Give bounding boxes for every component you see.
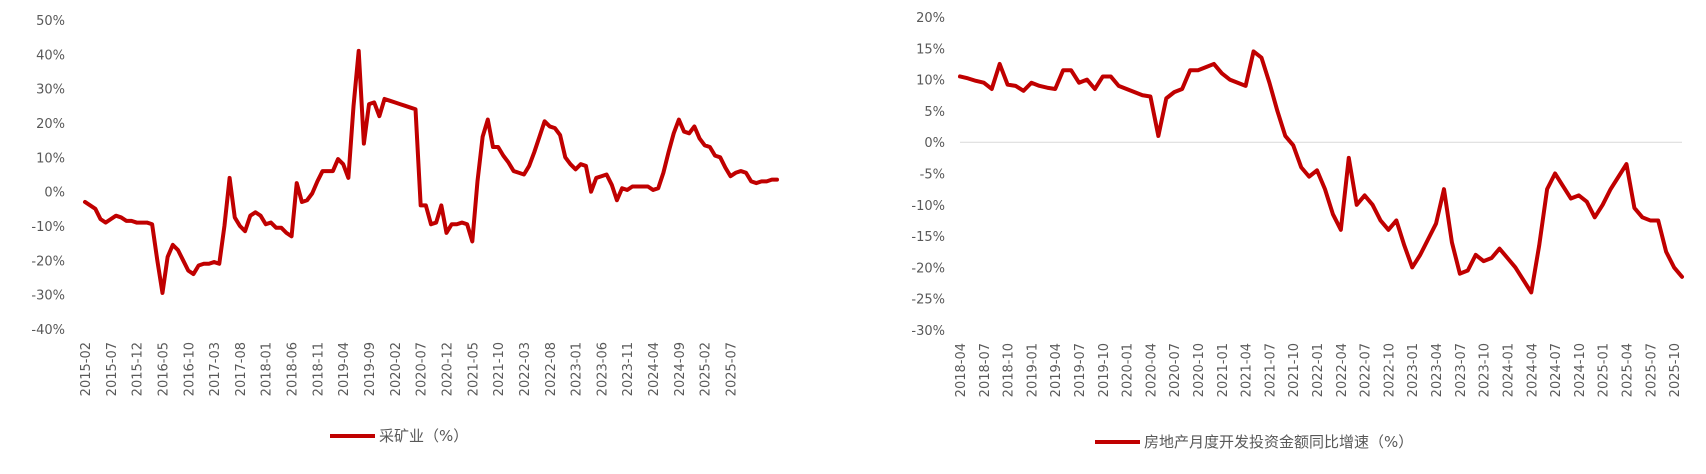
x-tick-label: 2022-08 (544, 342, 559, 396)
y-tick-label: 10% (36, 151, 65, 166)
x-tick-label: 2020-07 (1168, 343, 1183, 397)
x-tick-label: 2016-10 (182, 342, 197, 396)
y-tick-label: 10% (916, 74, 945, 89)
x-tick-label: 2019-01 (1025, 343, 1040, 397)
series-line (958, 49, 1684, 295)
x-tick-label: 2023-10 (1478, 343, 1493, 397)
y-tick-label: -10% (31, 220, 65, 235)
x-tick-label: 2019-10 (1097, 343, 1112, 397)
x-tick-label: 2023-01 (1406, 343, 1421, 397)
x-tick-label: 2024-09 (673, 342, 688, 396)
y-tick-label: -30% (31, 289, 65, 304)
y-tick-label: 15% (916, 42, 945, 57)
legend-label: 采矿业（%） (379, 427, 468, 445)
x-tick-label: 2021-10 (1287, 343, 1302, 397)
x-tick-label: 2021-07 (1263, 343, 1278, 397)
y-tick-label: -5% (920, 168, 945, 183)
y-tick-label: -30% (911, 324, 945, 339)
x-tick-label: 2022-07 (1359, 343, 1374, 397)
y-tick-label: 20% (916, 11, 945, 26)
x-tick-label: 2021-01 (1216, 343, 1231, 397)
y-tick-label: -20% (911, 261, 945, 276)
x-tick-label: 2015-12 (131, 342, 146, 396)
x-tick-label: 2020-07 (415, 342, 430, 396)
y-tick-label: -20% (31, 254, 65, 269)
x-tick-label: 2019-09 (363, 342, 378, 396)
x-tick-label: 2024-04 (1525, 343, 1540, 397)
y-tick-label: 5% (924, 105, 945, 120)
x-tick-label: 2020-04 (1144, 343, 1159, 397)
x-tick-label: 2023-04 (1430, 343, 1445, 397)
x-tick-label: 2018-06 (286, 342, 301, 396)
x-tick-label: 2023-07 (1454, 343, 1469, 397)
x-tick-label: 2017-03 (208, 342, 223, 396)
x-tick-label: 2024-04 (647, 342, 662, 396)
x-tick-label: 2022-10 (1382, 343, 1397, 397)
y-tick-label: -25% (911, 293, 945, 308)
x-tick-label: 2015-02 (79, 342, 94, 396)
x-tick-label: 2016-05 (156, 342, 171, 396)
x-tick-label: 2019-07 (1073, 343, 1088, 397)
x-tick-label: 2021-05 (466, 342, 481, 396)
x-tick-label: 2018-04 (954, 343, 969, 397)
x-tick-label: 2023-11 (621, 342, 636, 396)
y-tick-label: 0% (44, 186, 65, 201)
x-tick-label: 2023-06 (595, 342, 610, 396)
x-tick-label: 2021-04 (1240, 343, 1255, 397)
x-tick-label: 2018-07 (978, 343, 993, 397)
x-tick-label: 2017-08 (234, 342, 249, 396)
x-tick-label: 2025-01 (1597, 343, 1612, 397)
y-tick-label: 30% (36, 83, 65, 98)
x-tick-label: 2024-07 (1549, 343, 1564, 397)
chart-mining: 50% 40% 30% 20% 10% 0% -10% -20% -30% -40% 2015-02… (31, 14, 779, 445)
x-tick-label: 2023-01 (570, 342, 585, 396)
x-tick-label: 2025-02 (699, 342, 714, 396)
x-tick-label: 2025-04 (1620, 343, 1635, 397)
x-tick-label: 2022-03 (518, 342, 533, 396)
x-tick-label: 2025-07 (1644, 343, 1659, 397)
x-tick-label: 2018-10 (1002, 343, 1017, 397)
x-tick-label: 2020-02 (389, 342, 404, 396)
chart-real-estate: 20% 15% 10% 5% 0% -5% -10% -15% -20% -25% -30% 2018… (911, 11, 1684, 451)
x-tick-label: 2025-07 (725, 342, 740, 396)
x-tick-label: 2025-10 (1668, 343, 1683, 397)
legend-label: 房地产月度开发投资金额同比增速（%） (1144, 433, 1413, 451)
x-tick-label: 2024-10 (1573, 343, 1588, 397)
x-tick-label: 2020-10 (1192, 343, 1207, 397)
y-tick-label: -15% (911, 230, 945, 245)
x-tick-label: 2015-07 (105, 342, 120, 396)
x-tick-label: 2021-10 (492, 342, 507, 396)
series-line (83, 48, 779, 295)
x-tick-label: 2022-04 (1335, 343, 1350, 397)
y-tick-label: -10% (911, 199, 945, 214)
y-tick-label: -40% (31, 323, 65, 338)
x-tick-label: 2019-04 (1049, 343, 1064, 397)
x-tick-label: 2024-01 (1501, 343, 1516, 397)
x-tick-label: 2020-01 (1121, 343, 1136, 397)
y-tick-label: 20% (36, 117, 65, 132)
x-tick-label: 2019-04 (337, 342, 352, 396)
x-tick-label: 2018-01 (260, 342, 275, 396)
x-tick-label: 2020-12 (440, 342, 455, 396)
y-tick-label: 40% (36, 48, 65, 63)
x-tick-label: 2022-01 (1311, 343, 1326, 397)
y-tick-label: 0% (924, 136, 945, 151)
x-tick-label: 2018-11 (311, 342, 326, 396)
y-tick-label: 50% (36, 14, 65, 29)
